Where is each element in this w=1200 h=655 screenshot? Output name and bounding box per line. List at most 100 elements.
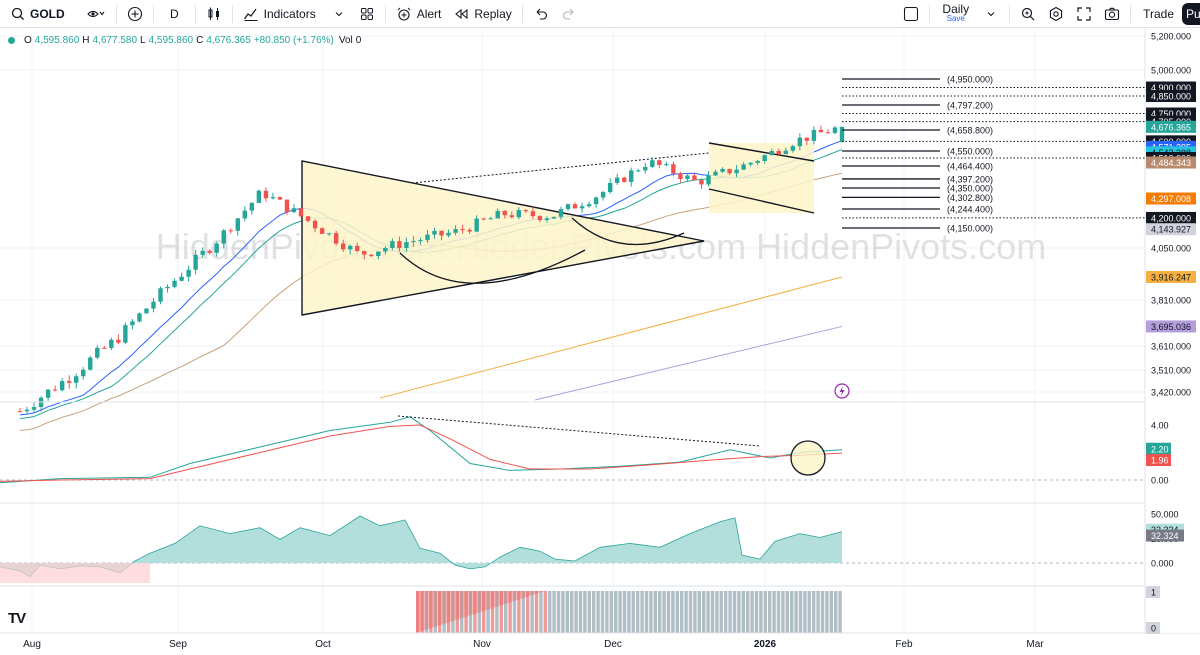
candle-body — [530, 211, 536, 217]
candle-body — [671, 164, 676, 174]
candle-body — [158, 288, 163, 302]
tradingview-logo[interactable]: TV — [8, 610, 26, 627]
low-label: L — [140, 35, 146, 46]
layout-menu-button[interactable] — [977, 0, 1005, 28]
flag-box[interactable] — [709, 143, 814, 213]
macd-cross-highlight[interactable] — [790, 440, 826, 476]
price-tag[interactable] — [1146, 120, 1196, 133]
flag-upper-line[interactable] — [708, 142, 815, 162]
time-axis[interactable]: Aug Sep Oct Nov Dec 2026 Feb Mar — [0, 634, 1145, 655]
alert-label: Alert — [416, 6, 442, 21]
price-tag[interactable] — [1146, 156, 1196, 169]
candle-body — [165, 286, 170, 289]
time-axis-bg — [0, 634, 1145, 655]
price-tag-label: 4,297.008 — [1151, 194, 1191, 204]
ma-line-orange — [379, 276, 843, 399]
hist-bar — [512, 591, 517, 633]
indicators-label: Indicators — [263, 6, 316, 21]
candle-body — [137, 313, 142, 322]
hist-bar — [460, 591, 464, 633]
hist-bar — [790, 591, 794, 633]
hist-bar — [825, 591, 829, 633]
hist-bar — [627, 591, 631, 633]
symbol-type-button[interactable] — [80, 0, 112, 28]
price-tag[interactable] — [1146, 270, 1196, 283]
camera-icon — [1105, 7, 1120, 21]
candle-body — [790, 146, 796, 151]
candle-body — [467, 229, 472, 232]
interval-button[interactable]: D — [170, 6, 179, 21]
price-label: 4,050.000 — [1151, 244, 1191, 254]
hist-bar — [556, 591, 561, 633]
quick-search-button[interactable] — [1014, 0, 1042, 28]
layout-name: Daily — [942, 2, 970, 16]
templates-button[interactable] — [353, 0, 381, 28]
price-tag[interactable] — [1146, 211, 1196, 224]
flag-lower-line[interactable] — [708, 188, 815, 214]
chart-canvas[interactable]: HiddenPivots.com HiddenPivots.com Hidden… — [0, 28, 1200, 655]
handle-arc[interactable] — [571, 217, 685, 246]
price-tag[interactable] — [1146, 223, 1196, 236]
drawings[interactable] — [301, 142, 815, 316]
alert-button[interactable]: Alert — [390, 0, 448, 28]
candle-body — [622, 177, 627, 182]
square-icon — [904, 6, 919, 22]
price-axis[interactable]: 5,200.000 5,000.000 4,050.000 3,810.000 3,61… — [1144, 28, 1200, 634]
candle-body — [95, 347, 100, 358]
macd-divergence-line[interactable] — [397, 415, 761, 447]
candle-body — [31, 406, 37, 410]
price-tag-label: 4,750.000 — [1151, 109, 1191, 119]
osc-axis-label: 50.000 — [1151, 510, 1179, 520]
undo-button[interactable] — [527, 0, 555, 28]
settings-button[interactable] — [1042, 0, 1070, 28]
hist-bar — [548, 591, 552, 633]
candle-body — [411, 241, 416, 243]
candle-body — [734, 169, 739, 174]
replay-button[interactable]: Replay — [447, 0, 517, 28]
candle-body — [404, 242, 409, 249]
hist-bar — [433, 591, 437, 633]
price-label: 5,000.000 — [1151, 66, 1191, 76]
symbol-search[interactable]: GOLD — [0, 0, 80, 28]
redo-button[interactable] — [555, 0, 583, 28]
level-label: (4,797.200) — [947, 101, 993, 111]
osc-axis-label: 0.000 — [1151, 559, 1174, 569]
publish-button[interactable]: Pu — [1182, 3, 1200, 25]
triangle-pattern[interactable] — [301, 160, 705, 316]
dotted-trendline[interactable] — [411, 152, 710, 184]
change-value: +80.850 (+1.76%) — [253, 35, 334, 46]
hist-bar — [803, 591, 807, 633]
level-label: (4,658.800) — [947, 126, 993, 136]
replay-label: Replay — [474, 6, 512, 21]
candle-body — [607, 182, 613, 193]
price-tag[interactable] — [1146, 90, 1196, 103]
hist-bar — [653, 591, 657, 633]
grid-icon — [360, 7, 373, 20]
price-tag[interactable] — [1146, 320, 1196, 333]
hist-bar — [772, 591, 776, 633]
snapshot-button[interactable] — [1098, 0, 1126, 28]
candle-body — [678, 173, 683, 179]
histogram-pane — [416, 591, 842, 633]
chart-type-button[interactable] — [200, 0, 228, 28]
candle-body — [748, 162, 753, 165]
hist-bar — [693, 591, 697, 633]
indicators-button[interactable]: Indicators — [237, 0, 353, 28]
trade-button[interactable]: Trade — [1143, 7, 1174, 21]
compare-button[interactable] — [121, 0, 149, 28]
cup-arc[interactable] — [399, 249, 586, 284]
price-tag[interactable] — [1146, 192, 1196, 205]
hist-bar — [675, 591, 679, 633]
fullscreen-button[interactable] — [1070, 0, 1098, 28]
layout-toggle[interactable] — [897, 0, 925, 28]
osc-value-tag — [1146, 529, 1184, 542]
candle-body — [453, 229, 458, 233]
hist-bar — [754, 591, 759, 633]
target-levels[interactable]: (4,950.000) (4,797.200) (4,658.800) (4,550.… — [842, 75, 1145, 234]
high-value: 4,677.580 — [92, 35, 138, 46]
candle-body — [425, 234, 430, 241]
toolbar-divider — [384, 4, 386, 23]
candle-body — [713, 171, 718, 176]
hist-bar — [724, 591, 728, 633]
layout-name-button[interactable]: Daily Save — [934, 2, 977, 24]
